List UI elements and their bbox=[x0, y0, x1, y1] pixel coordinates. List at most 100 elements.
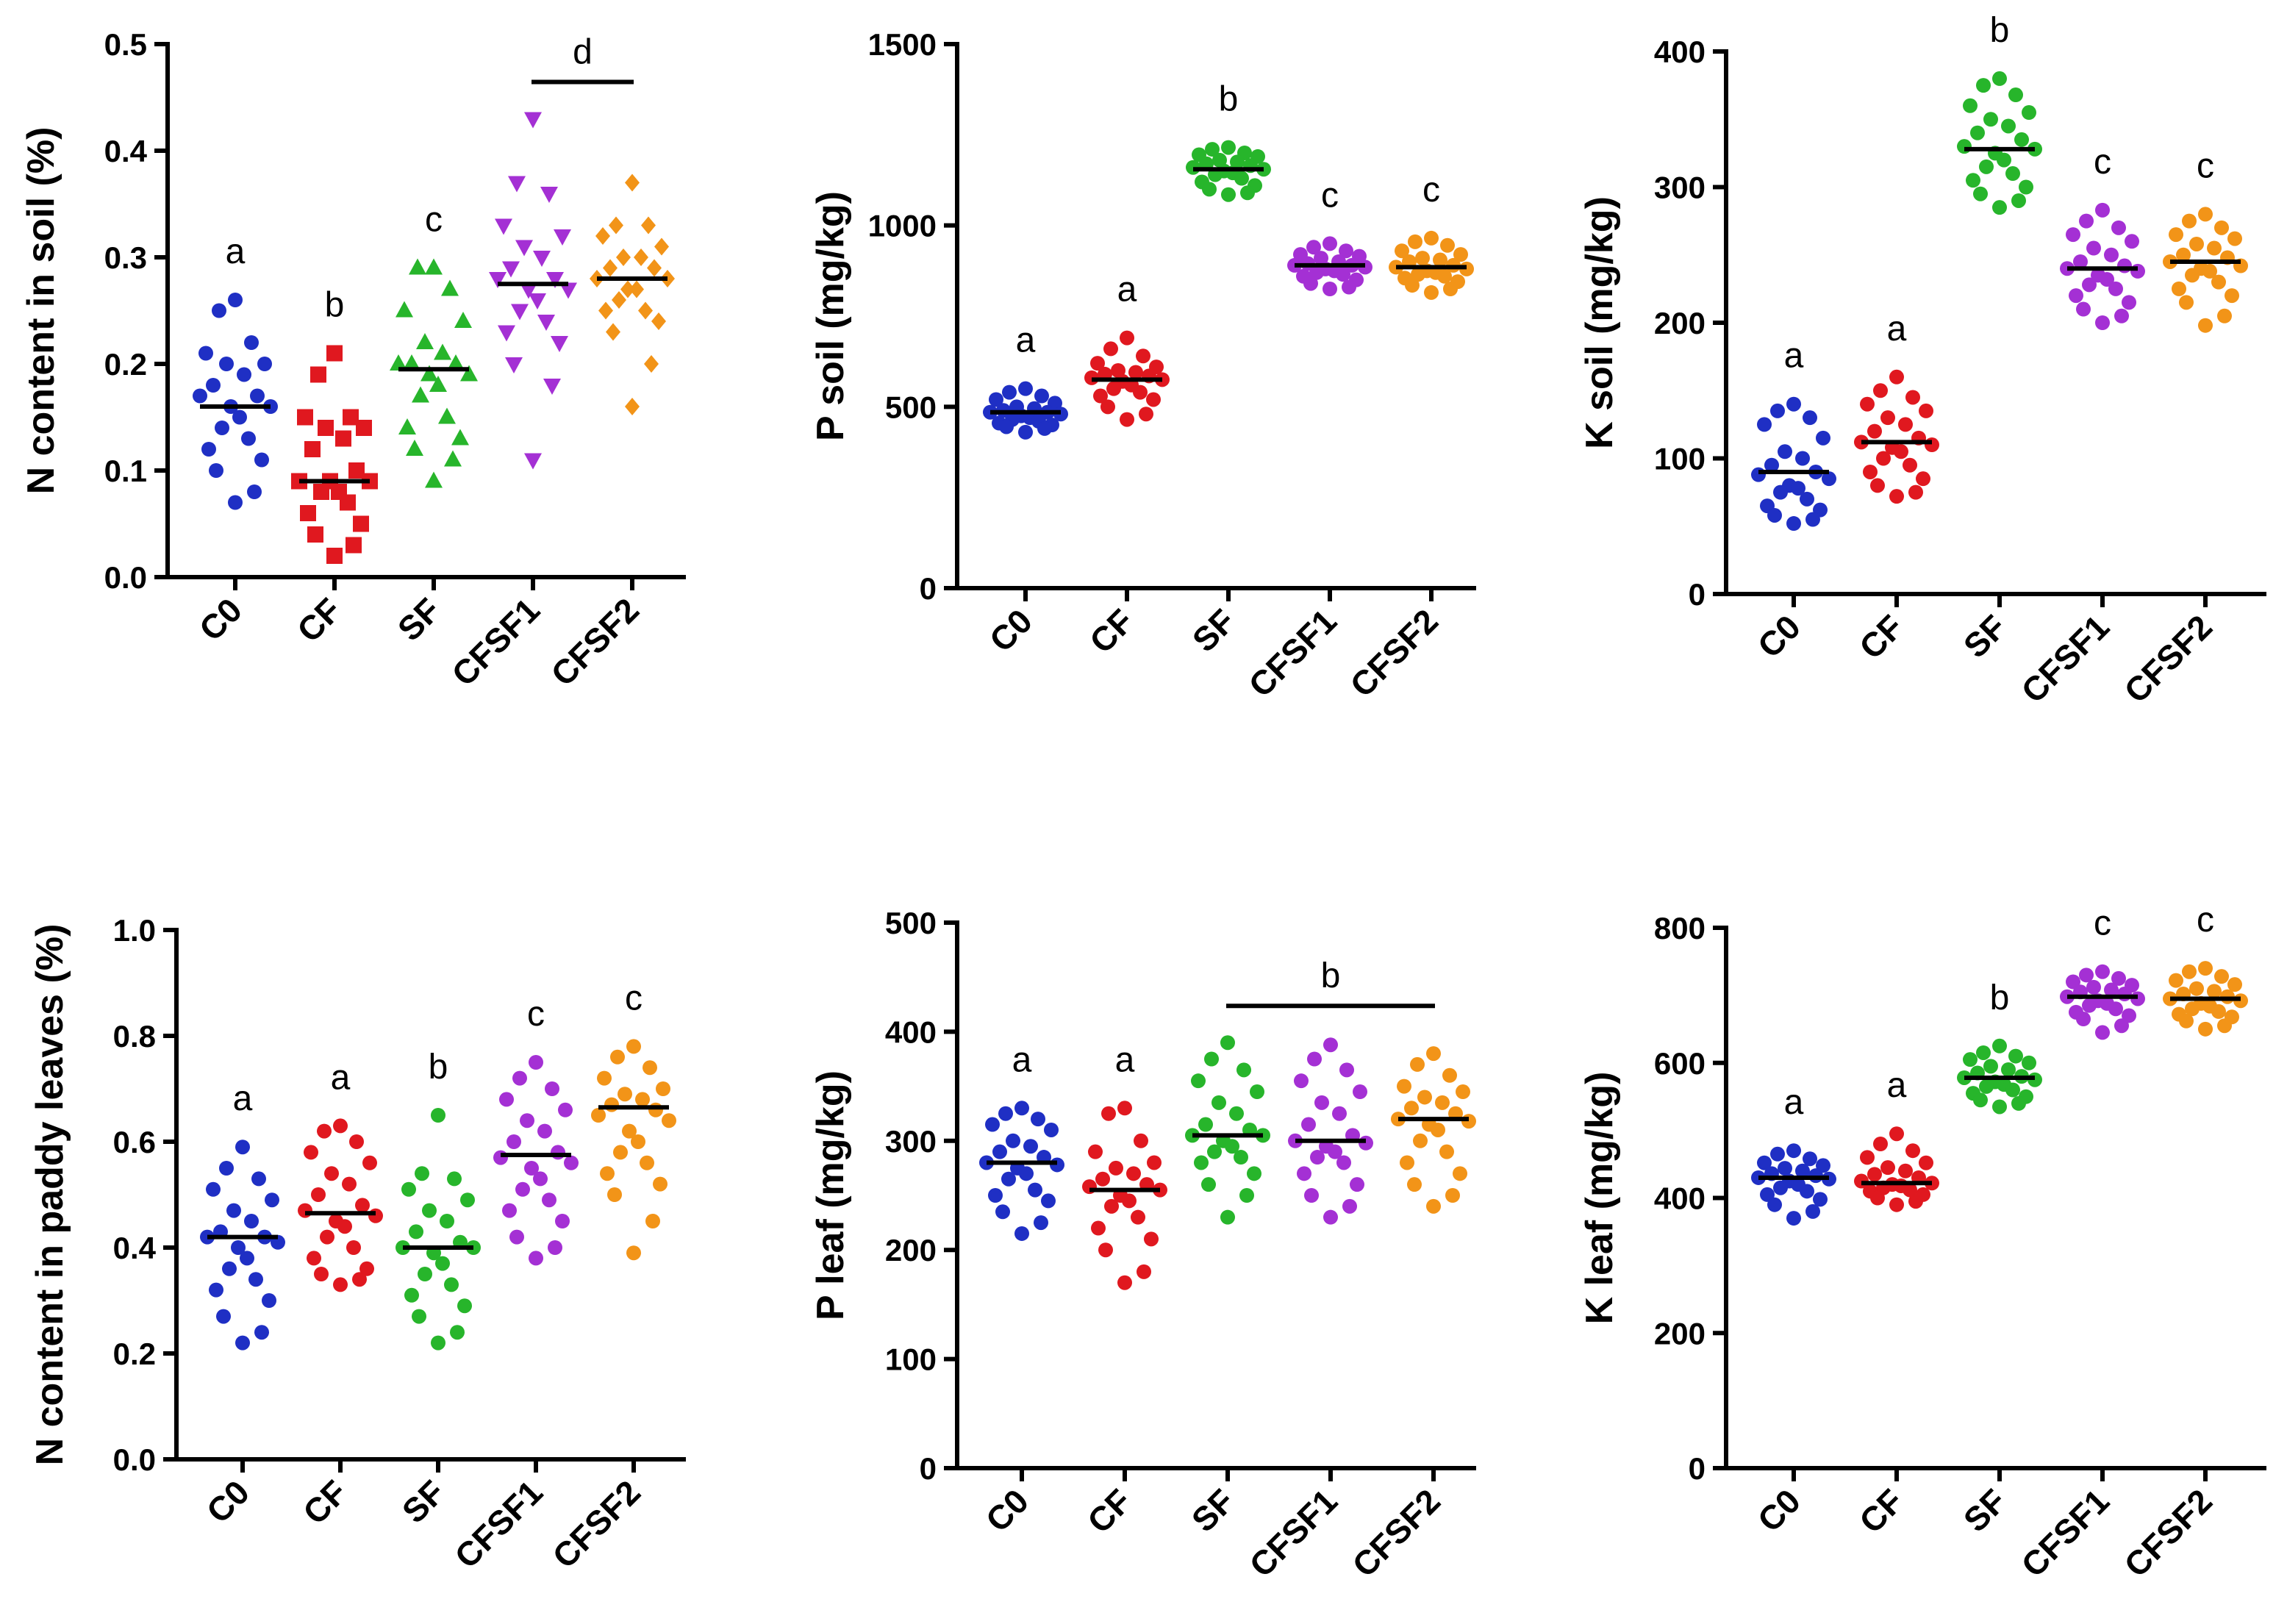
data-point bbox=[529, 293, 546, 310]
data-point bbox=[450, 1325, 465, 1340]
data-point bbox=[2214, 969, 2229, 984]
data-point bbox=[1342, 1198, 1357, 1214]
data-point bbox=[219, 357, 234, 371]
data-point bbox=[444, 1277, 459, 1292]
data-point bbox=[1795, 451, 1810, 466]
data-point bbox=[643, 1060, 657, 1076]
data-point bbox=[1034, 388, 1049, 404]
data-point bbox=[1822, 471, 1836, 487]
significance-letter: a bbox=[1016, 321, 1036, 360]
data-point bbox=[1019, 1166, 1034, 1181]
y-tick-label: 200 bbox=[1654, 306, 1706, 340]
data-point bbox=[1006, 1133, 1020, 1148]
y-tick-label: 0.8 bbox=[113, 1019, 156, 1054]
data-point bbox=[2079, 967, 2094, 983]
data-point bbox=[507, 1134, 521, 1149]
y-tick-label: 1000 bbox=[868, 209, 937, 243]
data-point bbox=[1309, 265, 1324, 280]
data-point bbox=[1979, 159, 1994, 174]
data-point bbox=[1117, 1275, 1132, 1290]
significance-letter: c bbox=[527, 995, 545, 1034]
data-point bbox=[1018, 424, 1033, 440]
data-point bbox=[618, 1087, 632, 1102]
data-point bbox=[1898, 417, 1913, 432]
data-point bbox=[641, 216, 656, 235]
y-axis-title: K soil (mg/kg) bbox=[1578, 196, 1621, 449]
data-point bbox=[396, 301, 413, 318]
data-point bbox=[1983, 112, 1998, 127]
data-point bbox=[198, 346, 213, 361]
data-point bbox=[1221, 140, 1236, 155]
data-point bbox=[2011, 193, 2026, 208]
x-tick-label: C0 bbox=[192, 590, 249, 648]
data-point bbox=[551, 1145, 565, 1160]
chart-panel-1: 0.0 0.1 0.2 0.3 0.4 0.5 N content in soil (%) C… bbox=[20, 27, 686, 693]
y-tick-label: 0.4 bbox=[113, 1231, 157, 1265]
data-point bbox=[1031, 1112, 1045, 1127]
data-point bbox=[324, 1166, 339, 1181]
y-tick-label: 0 bbox=[920, 571, 937, 606]
data-point bbox=[1760, 1187, 1775, 1202]
data-point bbox=[403, 354, 420, 371]
y-tick-label: 0.6 bbox=[113, 1125, 156, 1159]
x-tick-label: CF bbox=[1080, 1481, 1139, 1540]
data-point bbox=[247, 484, 262, 499]
data-point bbox=[644, 355, 659, 373]
data-point bbox=[1805, 512, 1820, 527]
data-point bbox=[502, 261, 520, 278]
data-point bbox=[251, 1171, 266, 1187]
significance-letter: c bbox=[2094, 904, 2111, 943]
data-point bbox=[995, 1204, 1010, 1220]
data-point bbox=[297, 409, 313, 426]
data-point bbox=[1323, 236, 1337, 251]
data-point bbox=[318, 420, 334, 436]
data-point bbox=[1889, 489, 1904, 504]
data-point bbox=[648, 1102, 663, 1117]
data-point bbox=[1198, 1117, 1213, 1132]
significance-letter: c bbox=[1422, 171, 1440, 210]
data-point bbox=[398, 418, 416, 434]
data-point bbox=[1405, 278, 1420, 293]
y-tick-label: 800 bbox=[1654, 911, 1706, 945]
significance-letter: c bbox=[425, 201, 443, 240]
data-point bbox=[616, 248, 631, 266]
data-point bbox=[254, 452, 269, 468]
data-point bbox=[1992, 1099, 2007, 1115]
data-point bbox=[1813, 1192, 1828, 1207]
data-point bbox=[1439, 1144, 1454, 1159]
y-tick-label: 200 bbox=[885, 1233, 937, 1267]
data-point bbox=[440, 1214, 454, 1228]
data-point bbox=[2169, 973, 2183, 988]
significance-letter: c bbox=[625, 979, 643, 1017]
data-point bbox=[520, 282, 537, 299]
data-point bbox=[1442, 1067, 1457, 1083]
x-tick-label: SF bbox=[1185, 601, 1242, 659]
y-axis-title: N content in paddy leaves (%) bbox=[29, 924, 71, 1466]
data-point bbox=[612, 291, 626, 309]
y-tick-label: 600 bbox=[1654, 1046, 1706, 1081]
data-point bbox=[1339, 243, 1353, 259]
x-tick-label: SF bbox=[1956, 607, 2014, 665]
data-point bbox=[1860, 396, 1875, 412]
data-point bbox=[1328, 1144, 1342, 1159]
significance-letter: c bbox=[1321, 176, 1339, 215]
data-point bbox=[262, 1293, 276, 1308]
data-point bbox=[2207, 240, 2222, 256]
data-point bbox=[2086, 979, 2101, 995]
data-point bbox=[1234, 1150, 1248, 1165]
data-point bbox=[656, 1081, 670, 1096]
x-tick-label: CFSF2 bbox=[2116, 1481, 2219, 1584]
data-point bbox=[1816, 430, 1830, 446]
data-point bbox=[1778, 1161, 1792, 1176]
data-point bbox=[595, 227, 610, 245]
data-point bbox=[2179, 295, 2194, 310]
y-tick-label: 0.3 bbox=[104, 240, 147, 275]
data-point bbox=[1336, 267, 1350, 282]
x-tick-label: CFSF1 bbox=[2014, 607, 2116, 710]
data-point bbox=[244, 335, 259, 350]
chart-panel-3: 0 100 200 300 400 K soil (mg/kg) C0 CF SF CFSF1 CF… bbox=[1578, 11, 2266, 710]
data-point bbox=[1908, 1194, 1923, 1209]
data-point bbox=[431, 1108, 445, 1123]
data-point bbox=[416, 333, 434, 349]
data-point bbox=[222, 1261, 237, 1276]
